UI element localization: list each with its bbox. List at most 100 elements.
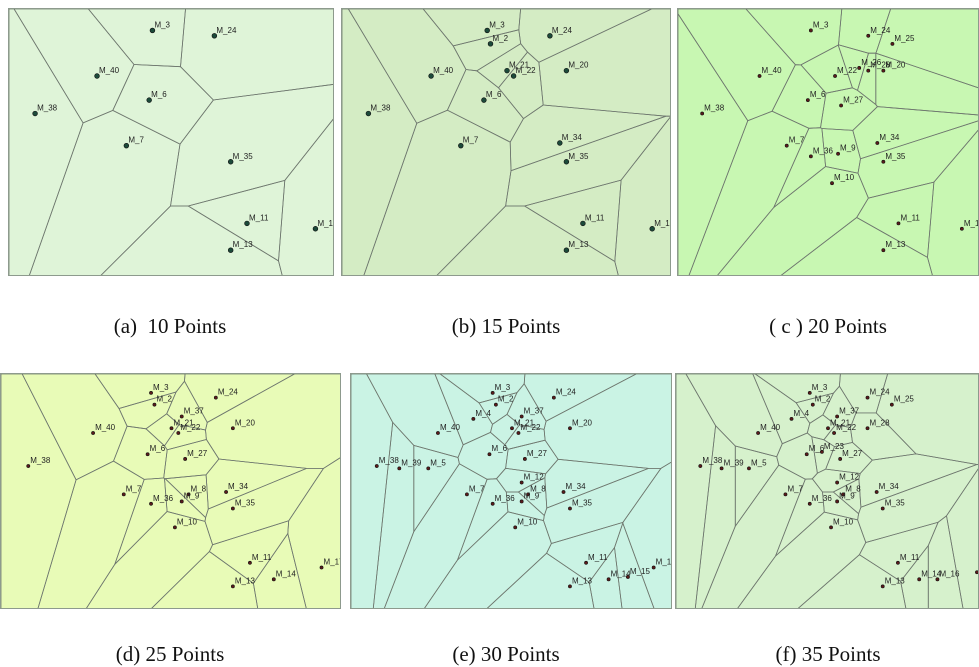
- panel-background: [676, 374, 978, 608]
- site-marker: [865, 426, 870, 431]
- voronoi-cell: [797, 554, 907, 608]
- caption-e: (e) 30 Points: [452, 642, 560, 666]
- site-label: M_38: [702, 456, 723, 465]
- site-marker: [606, 577, 611, 582]
- site-marker: [465, 492, 469, 497]
- site-label: M_3: [495, 383, 511, 392]
- site-label: M_21: [509, 61, 530, 70]
- panel-background: [1, 374, 340, 608]
- site-label: M_39: [401, 458, 422, 467]
- site-label: M_6: [810, 90, 826, 99]
- site-label: M_39: [724, 458, 745, 467]
- site-marker: [561, 490, 566, 494]
- voronoi-cell: [946, 468, 978, 608]
- site-label: M_5: [430, 458, 446, 467]
- site-label: M_16: [939, 569, 960, 578]
- voronoi-cell: [780, 217, 933, 275]
- site-marker: [959, 226, 964, 231]
- site-marker: [121, 492, 126, 497]
- voronoi-cell: [436, 205, 619, 275]
- site-marker: [917, 577, 922, 582]
- site-label: M_35: [235, 499, 256, 508]
- site-marker: [397, 466, 402, 471]
- site-label: M_11: [252, 553, 272, 562]
- site-marker: [123, 142, 130, 149]
- site-label: M_37: [184, 406, 205, 415]
- caption-d: (d) 25 Points: [115, 642, 225, 666]
- site-marker: [698, 464, 703, 468]
- site-label: M_20: [235, 418, 256, 427]
- site-label: M_26: [861, 58, 882, 67]
- site-label: M_13: [572, 576, 593, 585]
- site-label: M_21: [830, 418, 851, 427]
- site-label: M_3: [489, 20, 505, 29]
- site-marker: [94, 73, 100, 79]
- site-marker: [271, 577, 276, 582]
- site-marker: [244, 220, 250, 227]
- site-marker: [881, 248, 886, 253]
- site-marker: [230, 426, 235, 431]
- site-label: M_11: [585, 213, 605, 222]
- site-marker: [484, 27, 490, 34]
- site-marker: [880, 506, 885, 511]
- site-label: M_6: [491, 444, 507, 453]
- site-marker: [428, 73, 434, 79]
- site-label: M_17: [324, 558, 341, 567]
- site-marker: [835, 499, 840, 504]
- site-label: M_9: [184, 491, 200, 500]
- site-label: M_13: [233, 240, 254, 249]
- site-marker: [522, 457, 527, 461]
- site-marker: [626, 575, 630, 579]
- site-marker: [866, 33, 871, 38]
- site-marker: [312, 226, 319, 232]
- site-label: M_38: [370, 104, 391, 113]
- site-label: M_35: [885, 152, 906, 161]
- voronoi-panel-f: M_3 M_24 M_2 M_25 M_37 M_4 M_21 M_40 M_22 M_28 M_3…: [675, 373, 979, 609]
- site-label: M_11: [249, 213, 269, 222]
- site-label: M_27: [842, 449, 863, 458]
- site-marker: [471, 416, 476, 421]
- site-marker: [829, 525, 833, 530]
- site-label: M_3: [813, 20, 829, 29]
- site-label: M_34: [228, 482, 249, 491]
- voronoi-cell: [151, 550, 259, 608]
- site-label: M_27: [187, 449, 208, 458]
- site-label: M_5: [751, 458, 767, 467]
- site-label: M_13: [885, 240, 906, 249]
- site-label: M_23: [824, 442, 845, 451]
- site-marker: [808, 28, 813, 33]
- site-marker: [719, 466, 724, 471]
- voronoi-panel-c: M_3 M_24 M_40 M_20 M_22 M_26 M_28 M_38 M_6 M_25 M_…: [677, 8, 979, 276]
- site-label: M_2: [156, 395, 172, 404]
- site-marker: [519, 414, 524, 419]
- site-label: M_22: [836, 423, 857, 432]
- site-marker: [149, 27, 156, 34]
- voronoi-cell: [100, 205, 283, 275]
- site-label: M_38: [379, 456, 400, 465]
- site-marker: [580, 220, 586, 227]
- site-marker: [880, 584, 885, 589]
- site-label: M_11: [900, 213, 920, 222]
- panel-background: [342, 9, 670, 275]
- site-marker: [145, 452, 150, 457]
- site-marker: [224, 490, 228, 494]
- site-marker: [568, 506, 572, 511]
- site-label: M_12: [524, 473, 545, 482]
- site-label: M_22: [180, 423, 201, 432]
- site-marker: [889, 402, 894, 407]
- site-marker: [835, 414, 840, 419]
- site-marker: [826, 426, 830, 431]
- site-label: M_27: [527, 449, 548, 458]
- site-marker: [91, 431, 95, 435]
- caption-f: (f) 35 Points: [775, 642, 881, 666]
- site-label: M_6: [150, 444, 166, 453]
- site-marker: [865, 395, 870, 400]
- site-marker: [838, 457, 843, 461]
- site-marker: [248, 560, 252, 565]
- site-label: M_10: [517, 517, 538, 526]
- site-marker: [152, 402, 157, 407]
- site-marker: [881, 159, 886, 164]
- site-label: M_34: [879, 133, 900, 142]
- site-label: M_13: [885, 576, 906, 585]
- site-marker: [227, 247, 234, 253]
